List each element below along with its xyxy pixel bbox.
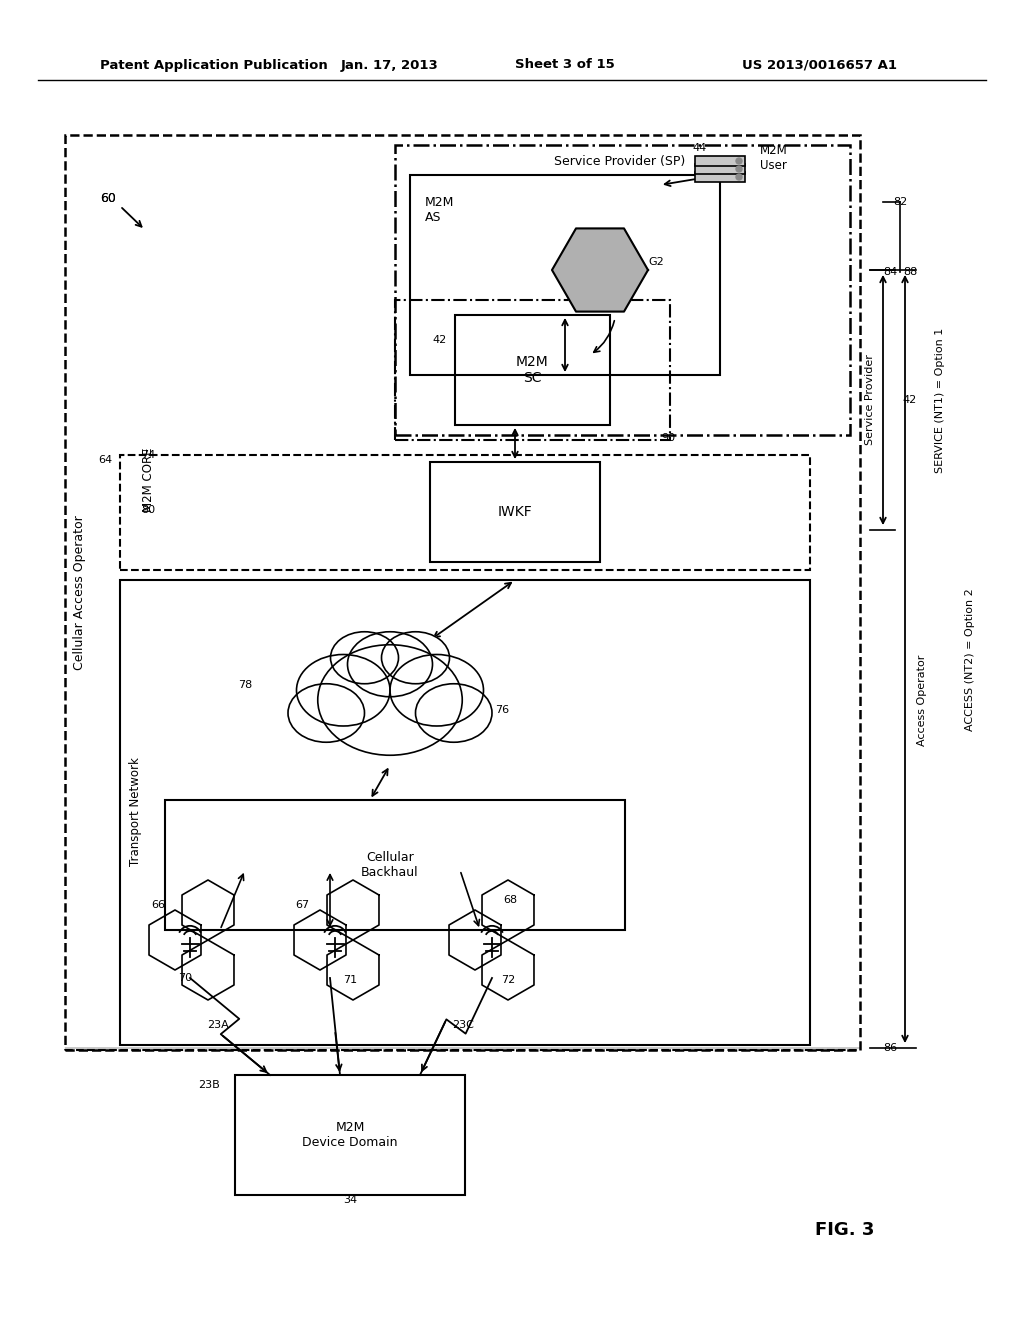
Text: 80: 80 (141, 506, 155, 515)
Ellipse shape (288, 684, 365, 742)
Text: US 2013/0016657 A1: US 2013/0016657 A1 (742, 58, 897, 71)
Text: Cellular
Core
Network: Cellular Core Network (366, 678, 415, 722)
Ellipse shape (347, 632, 432, 697)
Text: M2M
User: M2M User (760, 144, 787, 172)
Text: 60: 60 (100, 191, 116, 205)
Text: 70: 70 (178, 973, 193, 983)
Text: 71: 71 (343, 975, 357, 985)
Text: 64: 64 (98, 455, 112, 465)
Circle shape (736, 158, 742, 164)
Ellipse shape (390, 655, 483, 726)
Text: 60: 60 (100, 191, 116, 205)
Bar (395, 300, 670, 440)
Polygon shape (552, 228, 648, 312)
Text: M2M
Device Domain: M2M Device Domain (302, 1121, 397, 1148)
Bar (695, 156, 745, 166)
Text: 78: 78 (238, 680, 252, 690)
Text: 76: 76 (495, 705, 509, 715)
Bar (65, 135, 860, 1049)
Text: 23A: 23A (207, 1020, 229, 1030)
Text: M2M
AS: M2M AS (425, 195, 455, 224)
Text: Jan. 17, 2013: Jan. 17, 2013 (341, 58, 439, 71)
Ellipse shape (382, 632, 450, 684)
Text: Access Operator: Access Operator (918, 655, 927, 746)
Text: Transport Network: Transport Network (129, 758, 142, 866)
Text: 84: 84 (883, 267, 897, 277)
Text: 66: 66 (151, 900, 165, 909)
Text: 88: 88 (903, 267, 918, 277)
Text: 86: 86 (883, 1043, 897, 1053)
Text: 90: 90 (660, 433, 675, 444)
Ellipse shape (305, 635, 475, 766)
Text: 67: 67 (295, 900, 309, 909)
Text: 34: 34 (343, 1195, 357, 1205)
Text: Cellular Access Operator: Cellular Access Operator (74, 516, 86, 671)
Circle shape (736, 174, 742, 180)
Text: FIG. 3: FIG. 3 (815, 1221, 874, 1239)
Bar (695, 164, 745, 174)
Text: IWKF: IWKF (498, 506, 532, 519)
Text: 42: 42 (903, 395, 918, 405)
Bar (430, 462, 600, 562)
Ellipse shape (297, 655, 390, 726)
Bar (695, 172, 745, 182)
Bar (120, 455, 810, 570)
Text: 44: 44 (693, 143, 708, 153)
Text: Sheet 3 of 15: Sheet 3 of 15 (515, 58, 614, 71)
Bar (410, 176, 720, 375)
Bar (120, 579, 810, 1045)
Text: Service Provider (SP): Service Provider (SP) (554, 156, 686, 169)
Bar (165, 800, 625, 931)
Text: SERVICE (NT1) = Option 1: SERVICE (NT1) = Option 1 (935, 327, 945, 473)
Bar (455, 315, 610, 425)
Text: M2M
SC: M2M SC (516, 355, 549, 385)
Text: G2: G2 (648, 257, 664, 267)
Text: 68: 68 (503, 895, 517, 906)
Ellipse shape (317, 644, 462, 755)
Bar (234, 1074, 465, 1195)
Text: Cellular
Backhaul: Cellular Backhaul (361, 851, 419, 879)
Circle shape (736, 166, 742, 172)
Ellipse shape (416, 684, 492, 742)
Text: 42: 42 (433, 335, 447, 345)
Ellipse shape (331, 632, 398, 684)
Text: 72: 72 (501, 975, 515, 985)
Text: Patent Application Publication: Patent Application Publication (100, 58, 328, 71)
Bar (395, 145, 850, 436)
Text: ACCESS (NT2) = Option 2: ACCESS (NT2) = Option 2 (965, 589, 975, 731)
Text: 82: 82 (893, 197, 907, 207)
Text: 74: 74 (141, 450, 155, 459)
Text: Service Provider: Service Provider (865, 355, 874, 445)
Text: 23C: 23C (452, 1020, 474, 1030)
Text: 23B: 23B (199, 1080, 220, 1090)
Text: M2M CORE: M2M CORE (141, 447, 155, 512)
